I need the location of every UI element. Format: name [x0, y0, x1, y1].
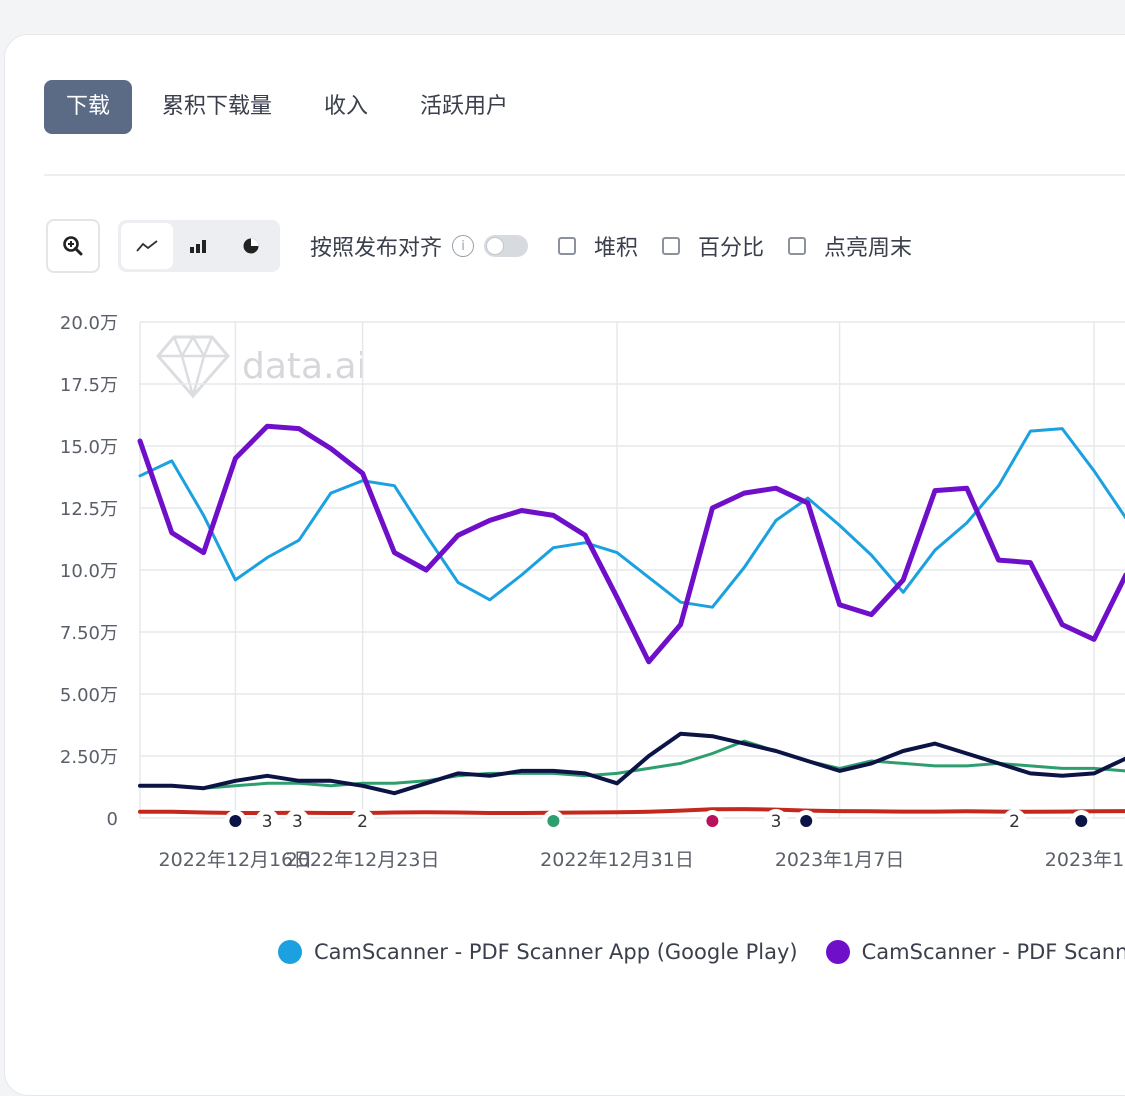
bar-chart-icon — [190, 240, 206, 253]
chart-card — [4, 34, 1125, 1096]
event-marker-count: 3 — [262, 812, 273, 832]
event-marker-badge — [1002, 809, 1027, 833]
tab-revenue[interactable]: 收入 — [324, 94, 369, 119]
event-marker-dot — [800, 815, 813, 827]
weekend-label: 点亮周末 — [824, 236, 913, 261]
x-tick-label: 2022年12月23日 — [286, 849, 440, 871]
event-marker-badge — [285, 809, 310, 833]
watermark-text: data.ai — [242, 345, 367, 387]
metric-tabs: 下载 累积下载量 收入 活跃用户 — [44, 80, 538, 134]
event-marker-badge — [350, 809, 375, 833]
legend-swatch — [825, 940, 850, 964]
event-marker-count: 3 — [292, 812, 303, 832]
pie-chart-icon — [243, 238, 259, 254]
event-marker-badge — [255, 809, 280, 833]
stack-checkbox[interactable]: 堆积 — [558, 230, 638, 262]
line-chart-button[interactable] — [121, 223, 173, 269]
weekend-checkbox[interactable]: 点亮周末 — [788, 230, 912, 262]
bar-chart-button[interactable] — [173, 223, 225, 269]
align-toggle[interactable] — [484, 235, 529, 257]
zoom-icon — [63, 236, 83, 256]
chart-legend: CamScanner - PDF Scanner App (Google Pla… — [278, 940, 1125, 964]
zoom-button[interactable] — [46, 219, 100, 273]
series-line-1 — [137, 423, 1125, 665]
y-tick-label: 5.00万 — [60, 685, 118, 706]
event-marker-count: 3 — [771, 812, 782, 832]
series-line-0 — [138, 427, 1125, 609]
y-tick-label: 20.0万 — [60, 313, 118, 334]
align-by-release-label: 按照发布对齐 — [310, 236, 443, 261]
tabs-divider — [44, 174, 1125, 176]
x-tick-label: 2023年1月7日 — [775, 849, 905, 871]
event-marker-dot — [229, 815, 242, 827]
event-marker-badge — [764, 809, 788, 833]
series-line-4 — [138, 807, 1125, 815]
event-marker-count: 2 — [1009, 812, 1020, 832]
series-line-2 — [138, 731, 1125, 796]
downloads-line-chart: 20.0万 17.5万 15.0万 12.5万 10.0万 7.50万 5.00万 2.50万… — [60, 313, 1125, 871]
watermark: data.ai — [156, 334, 367, 398]
percent-label: 百分比 — [698, 236, 765, 261]
y-tick-label: 17.5万 — [60, 375, 118, 396]
x-tick-label: 2022年12月31日 — [540, 849, 694, 871]
chart-type-group — [118, 220, 280, 272]
x-tick-label: 2022年12月16日 — [159, 849, 313, 871]
y-tick-label: 10.0万 — [60, 561, 118, 582]
tab-cumulative-downloads[interactable]: 累积下载量 — [162, 94, 273, 119]
y-tick-label: 0 — [107, 809, 118, 830]
y-tick-label: 7.50万 — [60, 623, 118, 644]
event-marker-dot — [1075, 815, 1088, 827]
event-marker-count: 2 — [357, 812, 368, 832]
series-line-3 — [138, 739, 1125, 790]
legend-swatch — [278, 940, 302, 964]
legend-item-google-play[interactable]: CamScanner - PDF Scanner App (Google Pla… — [278, 940, 798, 964]
percent-checkbox[interactable]: 百分比 — [662, 230, 764, 262]
legend-label: CamScanner - PDF Scanner App (Google Pla… — [314, 940, 798, 964]
legend-item-ios[interactable]: CamScanner - PDF Scanner — [825, 940, 1125, 964]
event-marker-dot — [706, 815, 719, 827]
stack-label: 堆积 — [594, 236, 639, 261]
info-icon[interactable]: i — [452, 235, 475, 257]
chart-toolbar: 按照发布对齐 i 堆积 百分比 点亮周末 — [46, 219, 912, 273]
tab-active-users[interactable]: 活跃用户 — [420, 94, 509, 119]
y-tick-label: 12.5万 — [60, 499, 118, 520]
event-marker-dot — [547, 815, 560, 827]
legend-label: CamScanner - PDF Scanner — [861, 940, 1125, 964]
x-tick-label: 2023年1月 — [1045, 849, 1125, 871]
y-tick-label: 15.0万 — [60, 437, 118, 458]
tab-downloads[interactable]: 下载 — [44, 80, 133, 134]
line-chart-icon — [136, 240, 158, 252]
pie-chart-button[interactable] — [225, 223, 277, 269]
diamond-logo-icon — [156, 334, 230, 398]
y-tick-label: 2.50万 — [60, 747, 118, 768]
